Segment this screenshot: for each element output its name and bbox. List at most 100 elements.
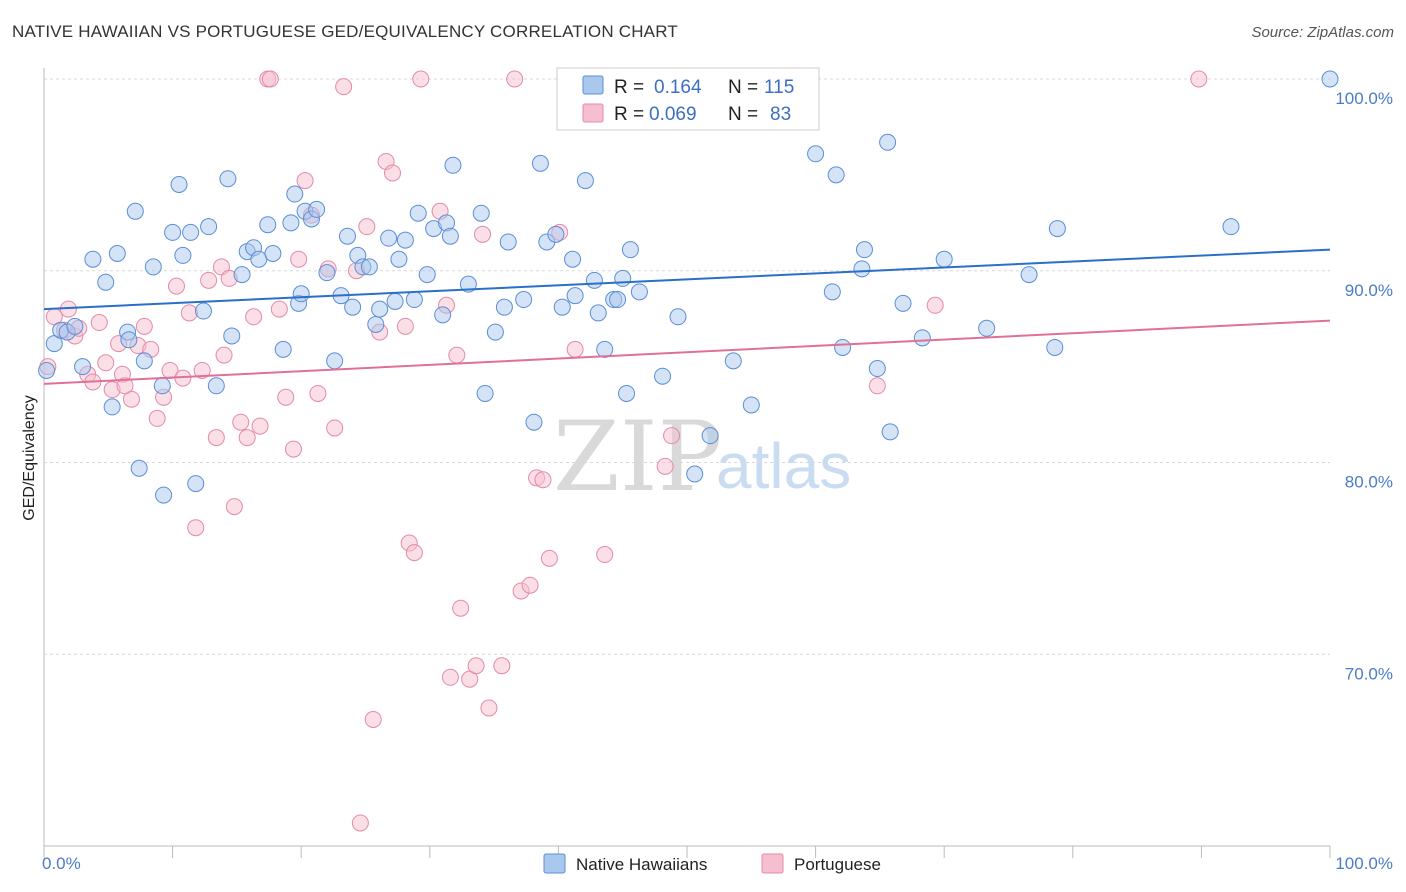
portuguese-point bbox=[180, 304, 198, 322]
native-hawaiian-point bbox=[499, 233, 517, 251]
native-hawaiian-point bbox=[223, 327, 241, 345]
native-hawaiian-point bbox=[1046, 338, 1064, 356]
x-axis-ticks bbox=[43, 846, 1331, 858]
portuguese-point bbox=[290, 250, 308, 268]
portuguese-point bbox=[521, 576, 539, 594]
portuguese-point bbox=[116, 377, 134, 395]
native-hawaiian-point bbox=[630, 283, 648, 301]
portuguese-point bbox=[566, 340, 584, 358]
native-hawaiian-point bbox=[360, 258, 378, 276]
portuguese-point bbox=[448, 346, 466, 364]
native-hawaiian-point bbox=[742, 396, 760, 414]
native-hawaiian-point bbox=[669, 308, 687, 326]
portuguese-point bbox=[358, 218, 376, 236]
native-hawaiian-point bbox=[701, 427, 719, 445]
native-hawaiian-point bbox=[486, 323, 504, 341]
native-hawaiian-point bbox=[531, 154, 549, 172]
portuguese-point bbox=[187, 519, 205, 537]
portuguese-point bbox=[506, 70, 524, 88]
native-hawaiian-point bbox=[1321, 70, 1339, 88]
native-hawaiian-point bbox=[97, 273, 115, 291]
native-hawaiian-point bbox=[853, 260, 871, 278]
native-hawaiian-point bbox=[386, 292, 404, 310]
portuguese-point bbox=[232, 413, 250, 431]
portuguese-point bbox=[868, 377, 886, 395]
y-axis-label: GED/Equivalency bbox=[21, 395, 38, 520]
portuguese-point bbox=[540, 549, 558, 567]
portuguese-point bbox=[405, 544, 423, 562]
portuguese-point bbox=[656, 457, 674, 475]
native-hawaiian-point bbox=[978, 319, 996, 337]
portuguese-point bbox=[1190, 70, 1208, 88]
portuguese-point bbox=[351, 814, 369, 832]
portuguese-point bbox=[326, 419, 344, 437]
native-hawaiian-point bbox=[1020, 266, 1038, 284]
native-hawaiian-point bbox=[126, 202, 144, 220]
y-tick-label: 70.0% bbox=[1345, 664, 1393, 683]
native-hawaiian-point bbox=[292, 285, 310, 303]
portuguese-point bbox=[412, 70, 430, 88]
portuguese-point bbox=[225, 498, 243, 516]
native-hawaiian-point bbox=[589, 304, 607, 322]
native-hawaiian-point bbox=[155, 486, 173, 504]
native-hawaiian-point bbox=[879, 133, 897, 151]
legend-swatch-native-hawaiians bbox=[543, 853, 566, 874]
stats-swatch-blue bbox=[582, 75, 604, 95]
native-hawaiian-point bbox=[120, 331, 138, 349]
portuguese-point bbox=[493, 657, 511, 675]
portuguese-trend-line bbox=[43, 319, 1331, 385]
native-hawaiian-point bbox=[834, 338, 852, 356]
native-hawaiian-point bbox=[444, 156, 462, 174]
native-hawaiian-point bbox=[827, 166, 845, 184]
stats-n-label-pink: N = bbox=[728, 104, 758, 125]
native-hawaiian-point bbox=[38, 361, 56, 379]
x-tick-label: 0.0% bbox=[42, 854, 81, 873]
legend-label-portuguese: Portuguese bbox=[794, 855, 881, 874]
native-hawaiian-point bbox=[135, 352, 153, 370]
native-hawaiian-point bbox=[187, 475, 205, 493]
portuguese-point bbox=[215, 346, 233, 364]
legend-swatch-portuguese bbox=[761, 853, 784, 874]
native-hawaiian-point bbox=[74, 358, 92, 376]
stats-n-value-blue: 115 bbox=[764, 77, 794, 98]
portuguese-point bbox=[663, 427, 681, 445]
native-hawaiian-point bbox=[66, 317, 84, 335]
native-hawaiian-point bbox=[380, 229, 398, 247]
portuguese-point bbox=[135, 317, 153, 335]
portuguese-point bbox=[296, 172, 314, 190]
native-hawaiian-point bbox=[318, 264, 336, 282]
stats-n-value-pink: 83 bbox=[770, 104, 791, 125]
portuguese-point bbox=[238, 429, 256, 447]
native-hawaiian-point bbox=[153, 377, 171, 395]
stats-swatch-pink bbox=[582, 103, 604, 123]
native-hawaiian-trend-line bbox=[43, 248, 1331, 311]
native-hawaiian-point bbox=[367, 315, 385, 333]
native-hawaiian-point bbox=[654, 367, 672, 385]
portuguese-point bbox=[926, 296, 944, 314]
trend-lines bbox=[43, 248, 1331, 385]
portuguese-point bbox=[534, 471, 552, 489]
native-hawaiian-point bbox=[84, 250, 102, 268]
native-hawaiian-point bbox=[174, 246, 192, 264]
native-hawaiian-point bbox=[472, 204, 490, 222]
native-hawaiian-point bbox=[894, 294, 912, 312]
source-credit: Source: ZipAtlas.com bbox=[1251, 24, 1394, 41]
stats-r-value-pink: 0.069 bbox=[649, 104, 697, 125]
portuguese-point bbox=[335, 78, 353, 96]
stats-r-label-blue: R = bbox=[614, 77, 644, 98]
portuguese-point bbox=[474, 225, 492, 243]
native-hawaiian-point bbox=[614, 269, 632, 287]
native-hawaiian-point bbox=[233, 266, 251, 284]
stats-legend: R = 0.164 N = 115 R = 0.069 N = 83 bbox=[556, 67, 820, 131]
portuguese-point bbox=[200, 271, 218, 289]
native-hawaiian-point bbox=[259, 216, 277, 234]
native-hawaiian-point bbox=[103, 398, 121, 416]
native-hawaiian-point bbox=[250, 250, 268, 268]
series-legend: Native Hawaiians Portuguese bbox=[543, 853, 881, 874]
native-hawaiian-point bbox=[130, 459, 148, 477]
watermark-atlas: atlas bbox=[716, 430, 851, 502]
native-hawaiian-point bbox=[396, 231, 414, 249]
x-tick-label: 100.0% bbox=[1335, 854, 1393, 873]
native-hawaiian-point bbox=[194, 302, 212, 320]
native-hawaiian-point bbox=[326, 352, 344, 370]
